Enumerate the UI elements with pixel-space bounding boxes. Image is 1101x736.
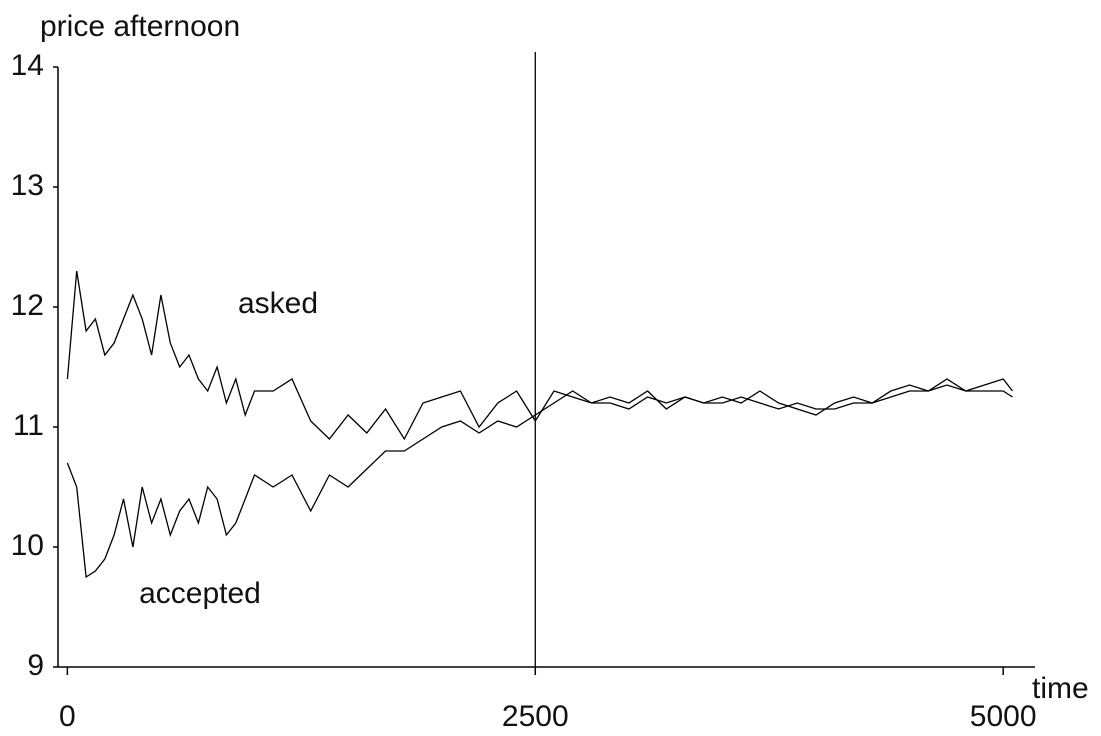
y-tick-label: 10 xyxy=(11,529,44,562)
y-tick-label: 13 xyxy=(11,169,44,202)
y-tick-label: 14 xyxy=(11,49,44,82)
series-line xyxy=(66,384,1013,579)
series-label: asked xyxy=(238,287,318,320)
series-line xyxy=(66,270,1014,441)
x-tick-label: 5000 xyxy=(970,700,1037,731)
x-tick-label: 0 xyxy=(59,700,76,731)
y-tick-label: 12 xyxy=(11,289,44,322)
x-axis-label: time xyxy=(1032,672,1089,705)
x-tick-label: 2500 xyxy=(502,700,569,731)
chart-title: price afternoon xyxy=(40,10,240,43)
series-label: accepted xyxy=(139,577,261,610)
y-tick-label: 11 xyxy=(13,409,44,442)
y-tick-label: 9 xyxy=(27,649,44,682)
